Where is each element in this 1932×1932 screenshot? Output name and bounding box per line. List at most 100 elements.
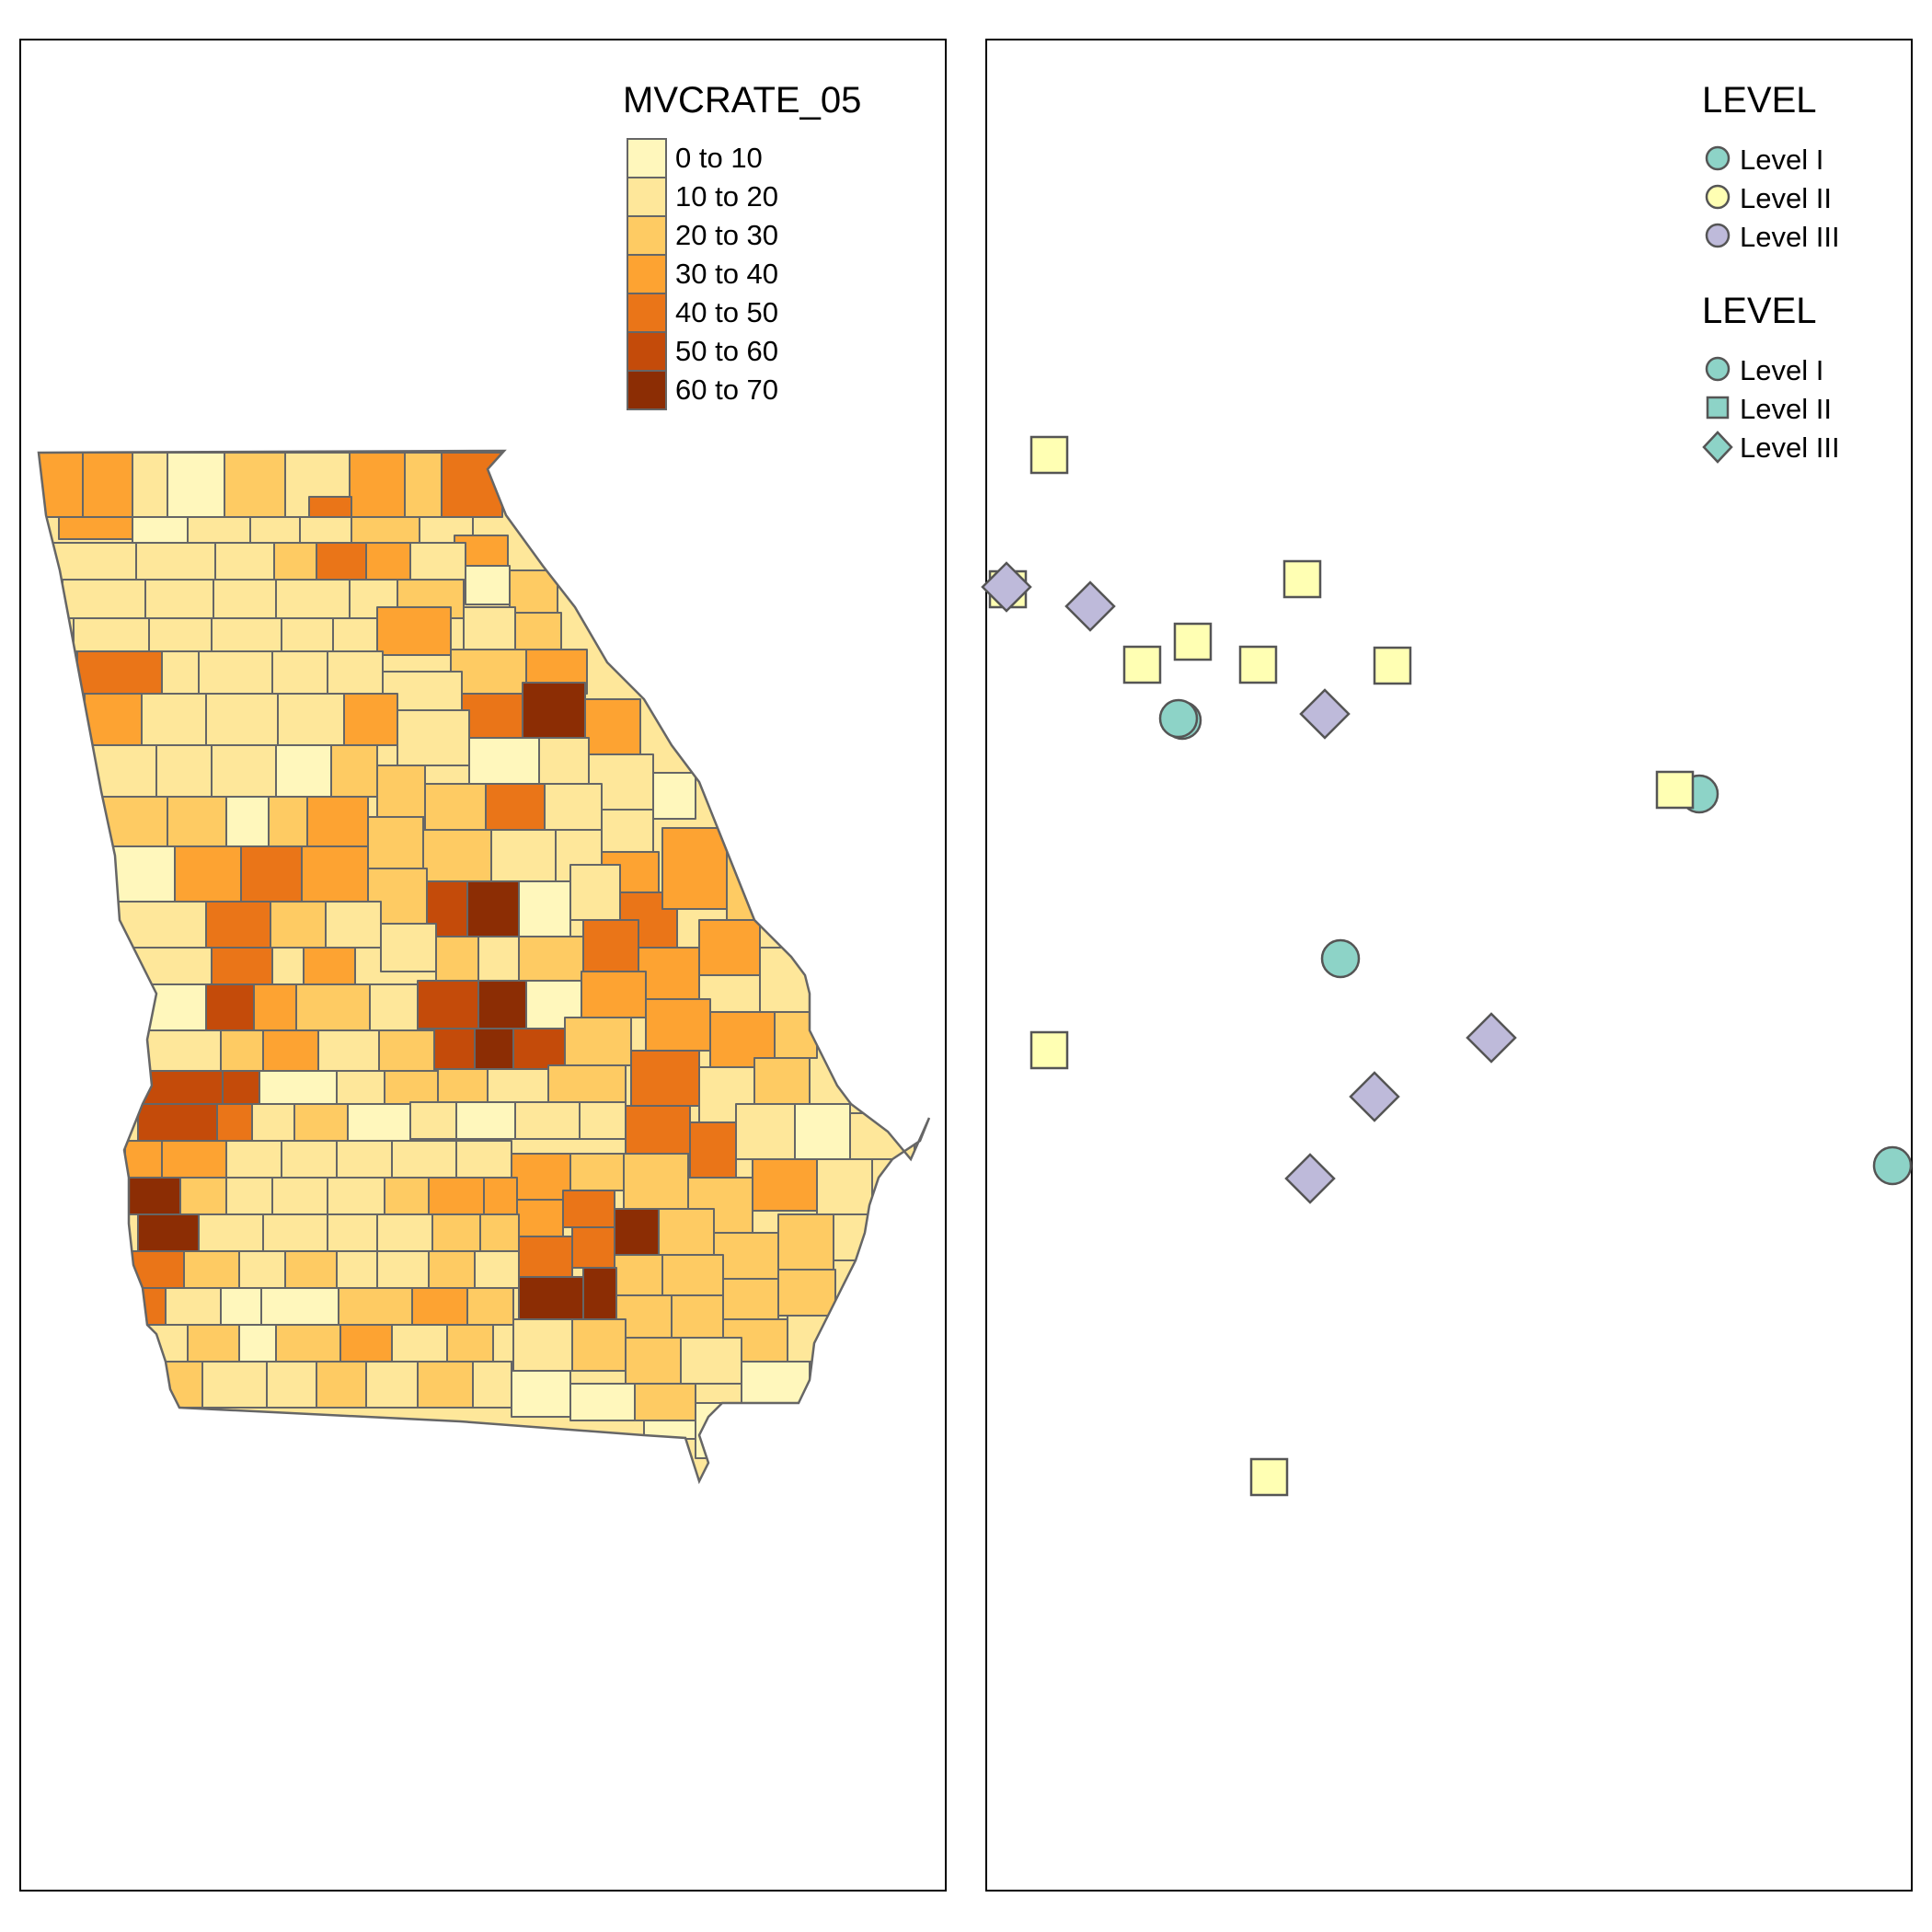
county-polygon [198,650,273,695]
level-ii-square-symbol [1029,1030,1069,1070]
county-polygon [428,1177,485,1215]
county-polygon [571,1226,615,1269]
county-polygon [161,650,200,695]
county-polygon [419,516,474,544]
county-polygon [124,1177,181,1215]
county-polygon [330,744,378,798]
county-polygon [409,1101,457,1140]
county-polygon [349,452,406,518]
county-polygon [680,1337,742,1385]
county-polygon [446,1324,494,1363]
county-polygon [569,1383,636,1421]
level-color-legend-title: LEVEL [1702,80,1817,121]
level-iii-diamond-symbol [1466,1012,1517,1064]
county-polygon [52,542,137,581]
county-polygon [588,753,654,811]
county-polygon [689,1121,737,1179]
county-polygon [259,1070,338,1105]
level-shape-legend-title: LEVEL [1702,291,1817,331]
county-polygon [165,1287,222,1326]
legend-swatch-class-1 [627,138,667,178]
county-polygon [198,1213,264,1252]
county-polygon [485,783,546,831]
legend-level-iii-color-swatch [1705,223,1731,248]
county-polygon [417,1361,474,1409]
county-polygon [433,1028,476,1070]
legend-swatch-class-6 [627,331,667,372]
county-polygon [205,901,271,949]
county-polygon [58,516,135,540]
county-polygon [468,737,540,785]
county-polygon [428,1250,476,1289]
county-polygon [741,1361,811,1409]
county-polygon [325,901,382,949]
county-polygon [84,693,143,746]
county-polygon [794,1103,851,1160]
county-polygon [645,998,711,1052]
county-polygon [205,983,255,1031]
county-polygon [777,1213,834,1271]
level-ii-square-symbol [1173,622,1213,661]
county-polygon [376,765,426,818]
mvcrate-legend-title: MVCRATE_05 [623,80,861,121]
county-polygon [365,1361,419,1409]
level-iii-diamond-symbol [1299,688,1351,740]
county-polygon [225,796,270,847]
county-polygon [492,1324,514,1363]
county-polygon [137,1213,200,1252]
county-polygon [417,980,479,1029]
county-polygon [378,1029,435,1072]
county-polygon [477,936,520,982]
county-polygon [466,1287,514,1326]
county-polygon [509,569,558,614]
county-polygon [316,1361,367,1409]
county-polygon [238,1250,286,1289]
legend-swatch-class-5 [627,293,667,333]
county-polygon [569,864,621,921]
county-polygon [652,772,696,820]
county-polygon [281,617,334,652]
county-polygon [474,1250,520,1289]
county-polygon [216,1103,253,1142]
county-polygon [490,829,557,882]
county-polygon [271,1177,328,1215]
county-polygon [512,1318,573,1372]
county-polygon [571,1318,627,1372]
county-polygon [735,1103,796,1160]
county-polygon [73,617,150,652]
county-polygon [658,1208,715,1256]
level-iii-diamond-symbol [1349,1071,1400,1122]
county-polygon [522,682,586,739]
county-polygon [141,693,207,746]
level-ii-square-symbol [1249,1457,1289,1497]
county-polygon [167,796,227,847]
county-polygon [347,1103,411,1142]
county-polygon [487,1068,549,1103]
county-polygon [187,1324,240,1363]
level-ii-square-symbol [1029,435,1069,475]
level-color-legend: LEVEL Level I Level II Level III [1702,80,1840,253]
mvcrate-legend-items: 0 to 10 10 to 20 20 to 30 30 to 40 40 to 50 5… [627,138,778,410]
county-polygon [62,579,146,619]
county-polygon [409,542,466,581]
county-polygon [623,1153,689,1210]
legend-swatch-class-3 [627,215,667,256]
county-polygon [463,606,516,656]
georgia-county-map [39,451,929,1481]
county-polygon [431,1213,481,1252]
county-polygon [211,947,273,985]
county-polygon [336,1250,378,1289]
county-polygon [376,1213,433,1252]
county-polygon [303,947,356,985]
county-polygon [384,1177,430,1215]
level-ii-square-symbol [1655,770,1695,810]
county-polygon [625,1337,682,1385]
county-polygon [601,809,654,853]
legend-label-class-5: 40 to 50 [675,296,778,328]
county-polygon [474,1028,514,1070]
county-polygon [137,1103,218,1142]
county-polygon [338,1287,413,1326]
county-polygon [435,936,479,982]
county-polygon [225,1177,273,1215]
